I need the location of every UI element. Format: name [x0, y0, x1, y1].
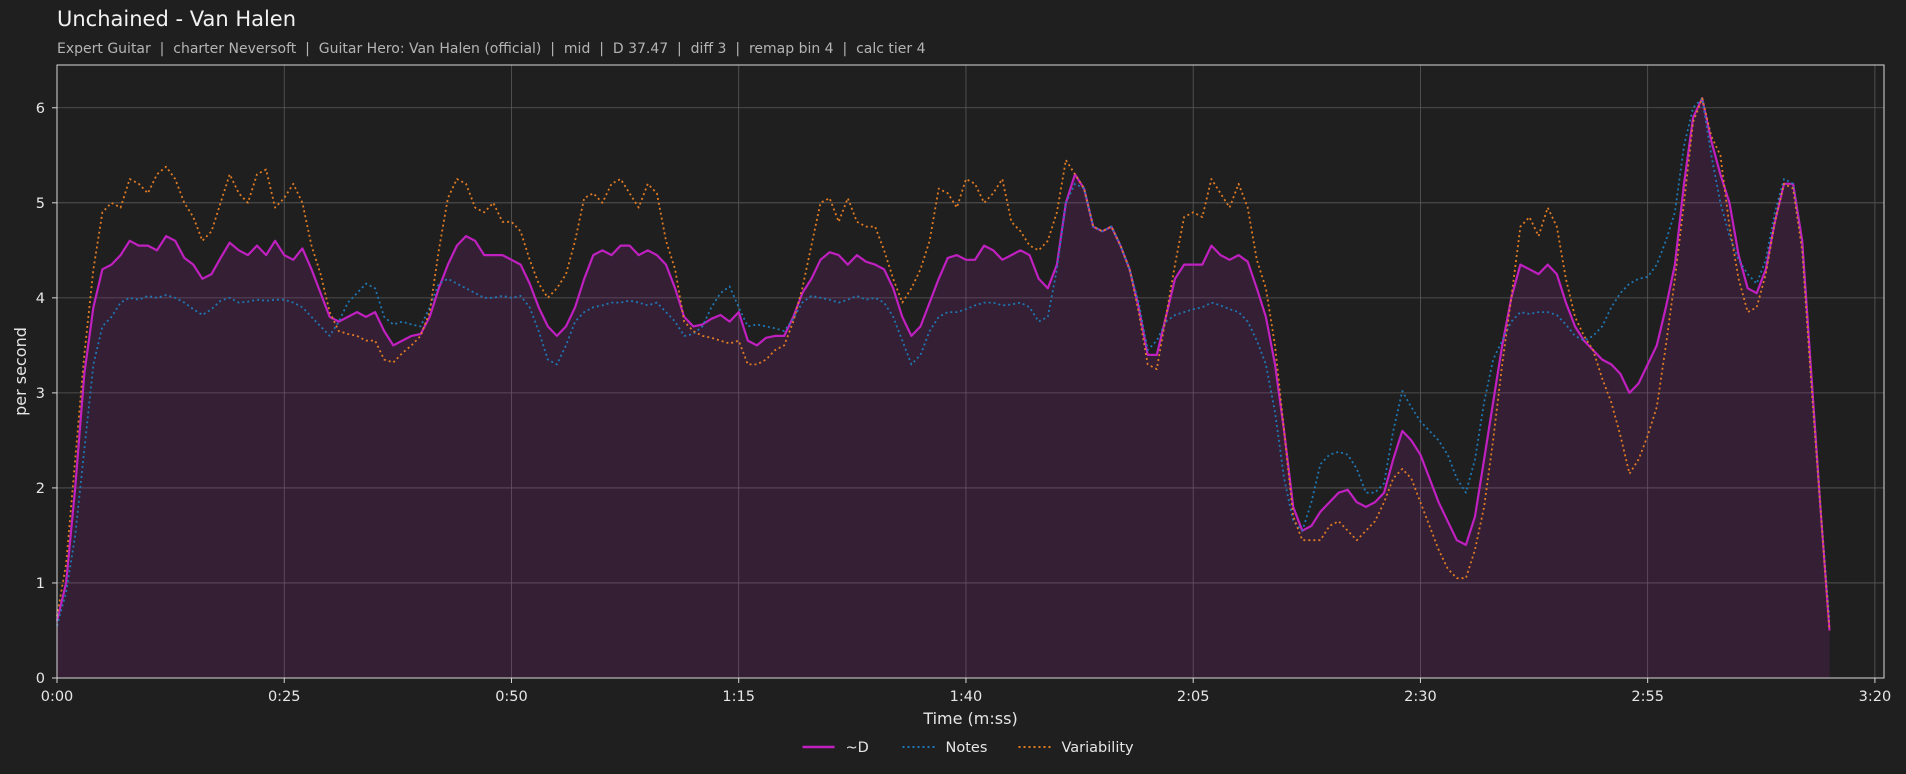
- grid-lines: [56, 65, 1884, 679]
- legend-item: ~D: [802, 740, 869, 756]
- series-line-notes: [56, 97, 1831, 626]
- series-line-d: [55, 97, 1831, 631]
- x-tick-label: 0:00: [41, 689, 74, 705]
- area-layer: [57, 98, 1830, 679]
- x-tick-label: 2:55: [1631, 689, 1664, 705]
- legend-label: ~D: [846, 740, 869, 756]
- axes-frame: [56, 64, 1885, 679]
- y-tick-label: 1: [36, 576, 45, 592]
- y-axis-label: per second: [11, 327, 30, 416]
- axis-ticks: 0:00 0:25 0:50 1:15 1:40 2:05 2:30 2:55 3:20 0 1 2 3…: [36, 101, 1891, 705]
- x-tick-label: 0:25: [268, 689, 301, 705]
- legend-label: Notes: [946, 740, 988, 756]
- x-tick-label: 3:20: [1859, 689, 1892, 705]
- legend-label: Variability: [1062, 740, 1135, 756]
- y-tick-label: 6: [36, 101, 45, 117]
- y-tick-label: 4: [36, 291, 45, 307]
- x-tick-label: 2:05: [1177, 689, 1210, 705]
- x-tick-label: 1:40: [950, 689, 983, 705]
- chart-title: Unchained - Van Halen: [57, 7, 297, 31]
- y-tick-label: 5: [36, 196, 45, 212]
- series-lines: [55, 97, 1831, 631]
- series-line-variability: [56, 97, 1831, 631]
- chart-subtitle: Expert Guitar | charter Neversoft | Guit…: [57, 41, 926, 57]
- legend-item: Variability: [1018, 740, 1135, 756]
- x-tick-label: 0:50: [495, 689, 528, 705]
- legend: ~D Notes Variability: [802, 740, 1135, 756]
- y-tick-label: 0: [36, 671, 45, 687]
- y-tick-label: 3: [36, 386, 45, 402]
- x-axis-label: Time (m:ss): [922, 709, 1017, 728]
- legend-item: Notes: [902, 740, 988, 756]
- series-area-0: [57, 98, 1830, 679]
- x-tick-label: 2:30: [1404, 689, 1437, 705]
- y-tick-label: 2: [36, 481, 45, 497]
- x-tick-label: 1:15: [722, 689, 755, 705]
